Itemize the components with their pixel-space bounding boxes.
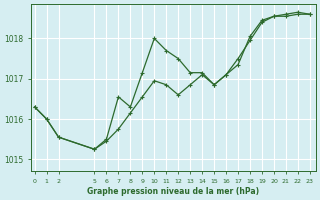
X-axis label: Graphe pression niveau de la mer (hPa): Graphe pression niveau de la mer (hPa) xyxy=(87,187,260,196)
